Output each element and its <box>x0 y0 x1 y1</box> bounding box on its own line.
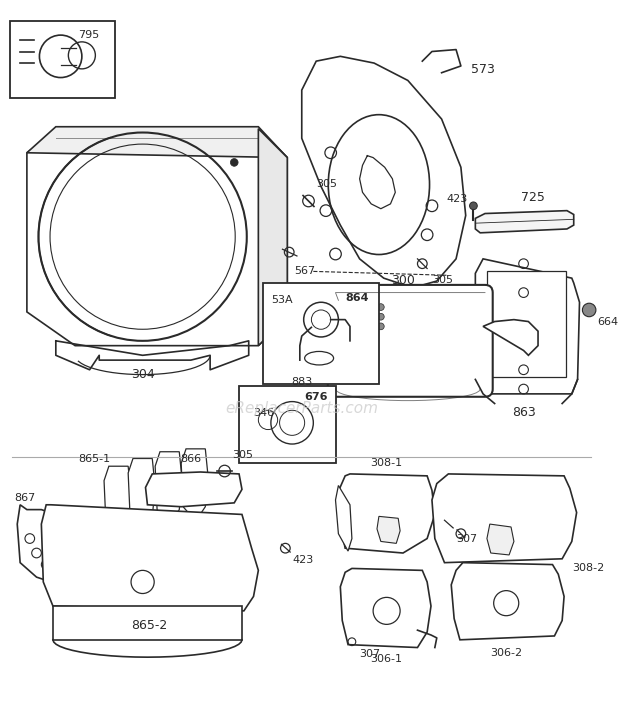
Circle shape <box>469 202 477 209</box>
Text: 306-1: 306-1 <box>371 654 402 664</box>
Text: 883: 883 <box>291 377 312 387</box>
Bar <box>263 283 379 385</box>
Polygon shape <box>27 129 287 345</box>
Circle shape <box>348 304 355 310</box>
Text: 300: 300 <box>391 274 415 287</box>
Polygon shape <box>53 606 242 640</box>
Polygon shape <box>451 563 564 640</box>
Circle shape <box>358 304 365 310</box>
Polygon shape <box>339 474 435 553</box>
Circle shape <box>378 323 384 330</box>
Polygon shape <box>483 320 538 356</box>
Text: 307: 307 <box>456 534 477 544</box>
Polygon shape <box>476 259 580 394</box>
Circle shape <box>378 304 384 310</box>
Circle shape <box>368 313 374 320</box>
Text: 423: 423 <box>292 555 313 565</box>
Circle shape <box>368 323 374 330</box>
Polygon shape <box>104 466 131 539</box>
Polygon shape <box>17 505 68 582</box>
Text: 308-1: 308-1 <box>371 458 402 468</box>
Polygon shape <box>128 459 155 531</box>
Polygon shape <box>432 474 577 563</box>
Text: 423: 423 <box>446 194 467 204</box>
Text: 305: 305 <box>232 451 254 460</box>
Polygon shape <box>259 129 287 345</box>
Text: 676: 676 <box>304 392 328 402</box>
Polygon shape <box>42 505 259 611</box>
Circle shape <box>358 313 365 320</box>
Text: 867: 867 <box>14 493 35 503</box>
Circle shape <box>348 313 355 320</box>
Text: 865-1: 865-1 <box>78 454 110 465</box>
Bar <box>239 386 335 463</box>
Circle shape <box>368 304 374 310</box>
Polygon shape <box>487 524 514 555</box>
Polygon shape <box>377 516 400 543</box>
Bar <box>11 20 115 98</box>
Polygon shape <box>146 472 242 507</box>
Polygon shape <box>27 126 287 158</box>
Polygon shape <box>181 449 208 521</box>
Polygon shape <box>302 56 466 288</box>
Text: 725: 725 <box>521 191 545 204</box>
Circle shape <box>378 313 384 320</box>
Text: 305: 305 <box>432 276 453 285</box>
Polygon shape <box>335 486 352 551</box>
Text: 304: 304 <box>131 368 154 381</box>
Text: 795: 795 <box>78 31 99 40</box>
Text: 306-2: 306-2 <box>490 648 522 657</box>
Text: eReplacerParts.com: eReplacerParts.com <box>225 401 378 416</box>
Text: 346: 346 <box>254 408 275 418</box>
Circle shape <box>231 158 238 166</box>
Circle shape <box>582 303 596 317</box>
Text: 308-2: 308-2 <box>572 563 604 573</box>
Text: 866: 866 <box>180 454 202 465</box>
Text: 53A: 53A <box>271 294 293 305</box>
Polygon shape <box>155 451 182 524</box>
Text: 863: 863 <box>512 406 536 419</box>
FancyBboxPatch shape <box>328 285 493 397</box>
Text: 567: 567 <box>294 265 315 276</box>
Circle shape <box>358 323 365 330</box>
Bar <box>487 271 566 377</box>
Polygon shape <box>476 211 574 233</box>
Polygon shape <box>340 569 431 648</box>
Text: 864: 864 <box>346 292 370 302</box>
Text: 307: 307 <box>360 649 381 659</box>
Text: 573: 573 <box>471 63 494 76</box>
Circle shape <box>348 323 355 330</box>
Text: 865-2: 865-2 <box>131 619 167 632</box>
Text: 664: 664 <box>597 317 618 326</box>
Text: 305: 305 <box>316 180 337 190</box>
